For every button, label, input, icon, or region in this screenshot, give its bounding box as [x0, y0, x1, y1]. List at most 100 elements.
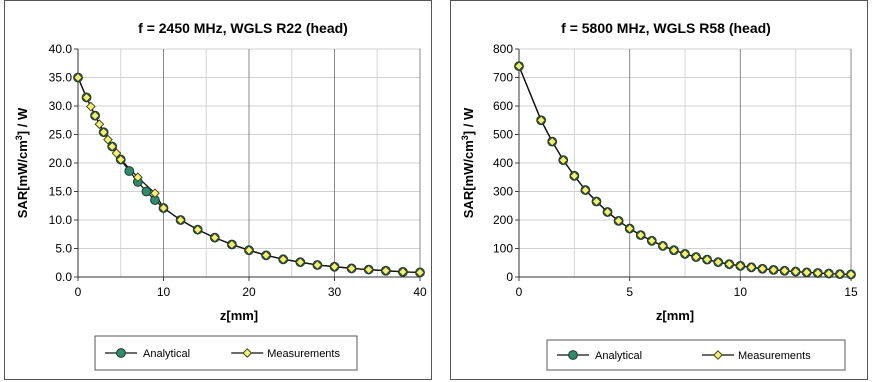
y-tick-label: 35.0 [49, 71, 73, 85]
measurement-point [150, 188, 160, 199]
measurement-point [380, 265, 391, 276]
measurement-point [746, 262, 757, 273]
measurement-point [713, 257, 724, 268]
analytical-point [141, 186, 152, 197]
measurement-point [635, 230, 646, 240]
measurement-point [669, 245, 679, 256]
y-tick-label: 700 [493, 71, 513, 85]
chart-panel-5800: f = 5800 MHz, WGLS R58 (head) 0 100 200 300 4… [450, 0, 868, 380]
measurement-point [261, 250, 271, 261]
y-tick-label: 25.0 [49, 128, 73, 142]
measurement-point [73, 72, 83, 83]
y-tick-label: 0.0 [55, 270, 72, 284]
chart-2450-svg: f = 2450 MHz, WGLS R22 (head) 0.0 5.0 10.0 1… [14, 20, 427, 371]
x-tick-label: 20 [242, 285, 256, 299]
chart-legend: Analytical Measurements [546, 339, 846, 371]
legend-measurements-label: Measurements [738, 350, 811, 362]
measurement-point [107, 141, 118, 152]
chart-legend: Analytical Measurements [94, 335, 358, 371]
measurement-point [624, 223, 635, 234]
x-tick-label: 0 [75, 285, 82, 299]
y-tick-label: 500 [493, 128, 513, 142]
y-tick-label: 5.0 [55, 242, 72, 256]
measurement-point [244, 245, 254, 256]
measurement-point [547, 136, 558, 147]
y-tick-label: 800 [493, 42, 513, 56]
y-tick-label: 30.0 [49, 99, 73, 113]
measurement-point [192, 224, 203, 235]
y-tick-label: 200 [493, 213, 513, 227]
chart-title: f = 2450 MHz, WGLS R22 (head) [138, 20, 348, 36]
y-tick-label: 100 [493, 242, 513, 256]
measurement-point [98, 127, 109, 138]
chart-panel-2450: f = 2450 MHz, WGLS R22 (head) 0.0 5.0 10.0 1… [4, 0, 432, 380]
measurement-point [158, 203, 169, 213]
measurement-point [85, 101, 96, 112]
measurement-point [94, 119, 105, 130]
legend-analytical-label: Analytical [595, 350, 642, 362]
measurement-point [346, 263, 357, 274]
y-axis-title: SAR[mW/cm3] / W [14, 107, 30, 218]
y-axis-title-end: ] / W [461, 107, 476, 135]
measurement-point [295, 257, 306, 268]
legend-measurements-marker [242, 348, 253, 358]
measurement-point [103, 134, 113, 145]
y-tick-label: 0 [506, 270, 513, 284]
y-tick-label: 400 [493, 156, 513, 170]
y-axis-title-sup: 3 [460, 135, 470, 140]
y-tick-label: 10.0 [49, 213, 73, 227]
measurement-point [329, 261, 340, 272]
y-tick-label: 40.0 [49, 42, 73, 56]
measurement-point [115, 154, 126, 165]
measurement-point [569, 170, 580, 181]
measurement-point [768, 265, 779, 275]
y-tick-label: 20.0 [49, 156, 73, 170]
x-tick-label: 40 [413, 285, 427, 299]
measurement-point [90, 110, 100, 121]
measurement-point [613, 216, 624, 226]
measurement-point [735, 261, 746, 271]
y-tick-label: 15.0 [49, 185, 73, 199]
measurement-point [702, 254, 712, 265]
legend-analytical-label: Analytical [143, 348, 190, 360]
measurement-point [558, 155, 569, 165]
measurement-point [680, 249, 690, 259]
measurement-point [846, 269, 856, 280]
measurement-point [278, 254, 289, 265]
x-axis-title: z[mm] [656, 308, 694, 323]
y-axis-title-main: SAR[mW/cm [461, 140, 476, 218]
y-axis-title-main: SAR[mW/cm [15, 140, 30, 218]
x-tick-label: 10 [157, 285, 171, 299]
measurement-point [415, 267, 425, 278]
measurement-point [824, 268, 834, 279]
measurement-point [312, 260, 323, 270]
chart-5800-svg: f = 5800 MHz, WGLS R58 (head)01002003004… [460, 20, 858, 371]
measurement-point [812, 268, 823, 278]
measurement-point [175, 215, 186, 225]
analytical-point [124, 166, 135, 176]
measurement-point [691, 252, 701, 262]
legend-measurements-marker [713, 350, 723, 360]
measurement-point [658, 241, 668, 251]
y-axis-title: SAR[mW/cm3] / W [460, 107, 476, 218]
measurement-point [801, 267, 812, 278]
measurement-point [133, 172, 143, 183]
y-axis-title-sup: 3 [14, 135, 24, 140]
legend-box [94, 335, 358, 371]
measurement-point [514, 61, 524, 71]
measurement-point [398, 267, 408, 277]
measurement-point [779, 265, 790, 276]
x-tick-label: 15 [844, 285, 858, 299]
measurement-point [209, 232, 220, 243]
measurement-point [790, 266, 801, 277]
measurement-point [81, 92, 92, 103]
measurement-point [591, 196, 602, 207]
measurement-point [536, 115, 546, 126]
measurement-point [602, 207, 613, 217]
legend-box [546, 339, 846, 371]
measurement-point [363, 264, 374, 275]
measurement-point [835, 269, 845, 279]
measurement-point [646, 235, 657, 246]
measurement-point [724, 259, 735, 270]
x-tick-label: 5 [626, 285, 633, 299]
